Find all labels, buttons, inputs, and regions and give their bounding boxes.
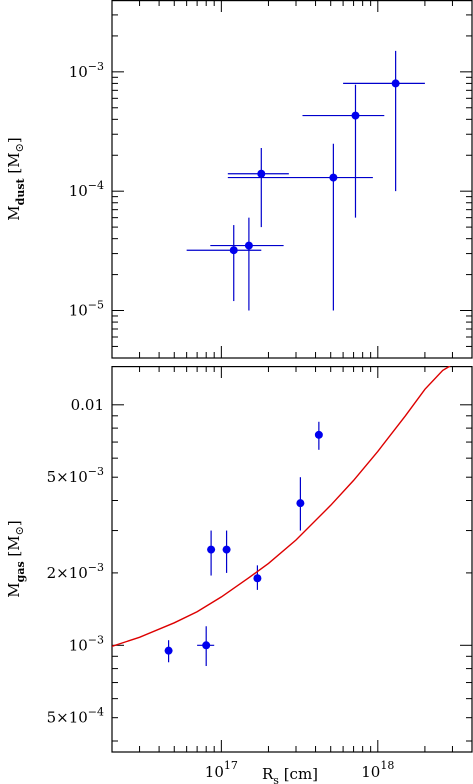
data-point [164, 646, 173, 655]
data-point [229, 246, 238, 255]
plot-frame [111, 366, 473, 753]
data-layer [186, 50, 425, 311]
data-point [253, 574, 262, 583]
y-tick-label: 10−5 [69, 299, 104, 320]
y-tick-label: 10−4 [69, 179, 104, 200]
y-tick-label: 0.01 [71, 396, 104, 414]
data-point [257, 169, 266, 178]
x-tick-label: 1017 [205, 759, 238, 781]
y-tick-label: 5×10−4 [47, 706, 104, 727]
plot-frame [111, 0, 473, 359]
y-tick-label: 10−3 [69, 633, 104, 654]
model-curve [112, 366, 451, 647]
top-panel-dust-mass: 10−5 10−4 10−3 Mdust [M⊙] [5, 0, 473, 359]
data-point [296, 499, 305, 508]
data-point [314, 430, 323, 439]
y-axis-label: Mgas [M⊙] [5, 520, 27, 597]
data-point [329, 173, 338, 182]
y-tick-label: 5×10−3 [47, 465, 104, 486]
x-tick-label: 1018 [361, 759, 394, 781]
data-point [202, 641, 211, 650]
data-point [222, 545, 231, 554]
y-tick-label: 2×10−3 [47, 561, 104, 582]
data-point [391, 79, 400, 88]
data-layer [112, 366, 451, 667]
y-axis-label: Mdust [M⊙] [5, 137, 27, 220]
bottom-panel-gas-mass: 5×10−4 10−3 2×10−3 5×10−3 0.01 1017 1018 Mgas [… [5, 366, 473, 784]
y-tick-label: 10−3 [69, 60, 104, 81]
data-point [351, 111, 360, 120]
x-axis-label: Rs [cm] [262, 765, 318, 784]
data-point [207, 545, 216, 554]
data-point [244, 241, 253, 250]
